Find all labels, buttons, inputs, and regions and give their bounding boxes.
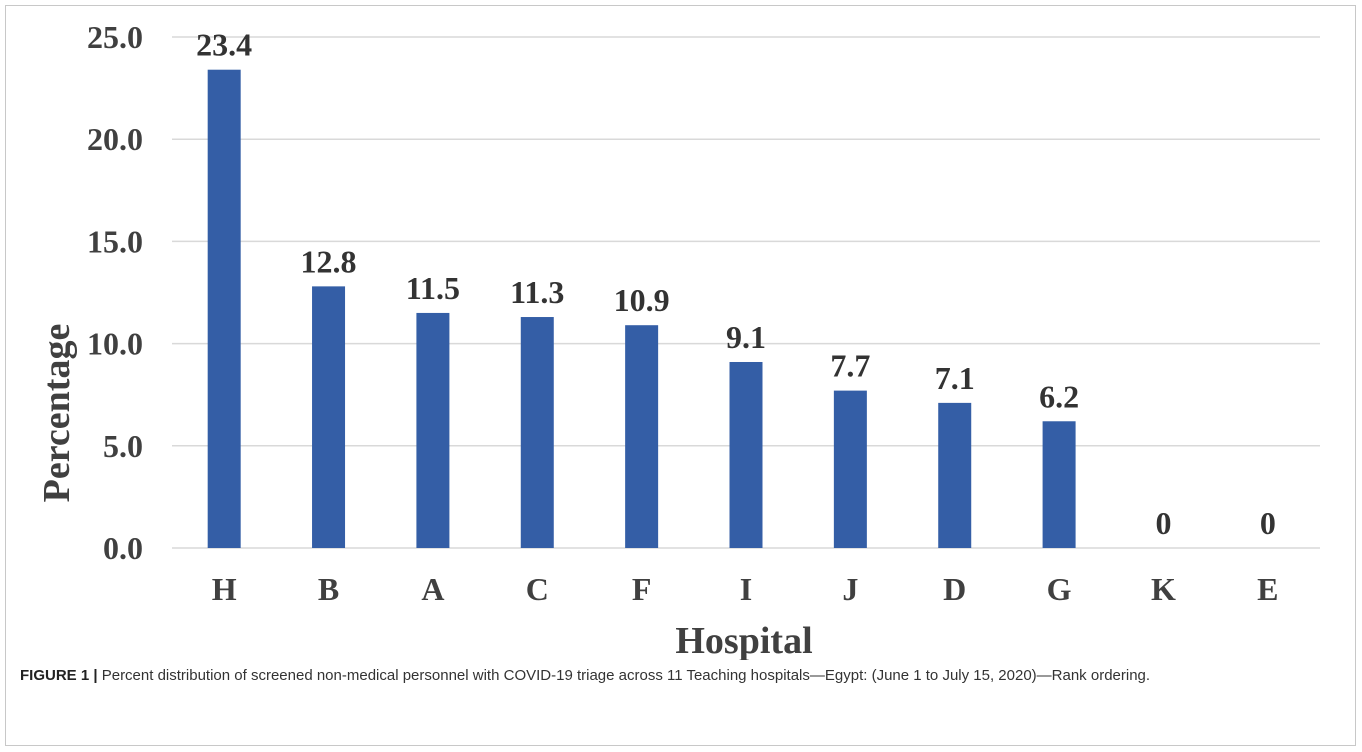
y-tick-label: 25.0	[87, 19, 143, 55]
figure-caption: FIGURE 1 | Percent distribution of scree…	[20, 665, 1340, 686]
bar	[938, 402, 972, 548]
y-tick-label: 15.0	[87, 223, 143, 259]
y-tick-label: 20.0	[87, 121, 143, 157]
y-tick-label: 10.0	[87, 326, 143, 362]
bar	[625, 325, 659, 548]
x-tick-label: J	[842, 571, 858, 607]
x-tick-label: H	[212, 571, 237, 607]
x-tick-label: I	[740, 571, 752, 607]
data-label: 11.3	[510, 274, 564, 310]
bar	[416, 312, 450, 548]
data-label: 9.1	[726, 319, 766, 355]
x-tick-label: E	[1257, 571, 1278, 607]
bar	[833, 390, 867, 548]
bar	[207, 69, 241, 548]
data-label: 0	[1155, 505, 1171, 541]
x-tick-label: G	[1047, 571, 1072, 607]
bar	[312, 286, 346, 548]
data-label: 0	[1260, 505, 1276, 541]
x-tick-label: F	[632, 571, 652, 607]
y-axis-title: Percentage	[36, 324, 78, 503]
data-label: 10.9	[614, 282, 670, 318]
data-label: 12.8	[301, 243, 357, 279]
data-label: 23.4	[196, 27, 252, 63]
data-label: 6.2	[1039, 378, 1079, 414]
y-tick-label: 5.0	[103, 428, 143, 464]
caption-text: Percent distribution of screened non-med…	[101, 667, 1151, 684]
caption-label: FIGURE 1 |	[20, 667, 98, 684]
x-tick-label: K	[1151, 571, 1176, 607]
x-tick-label: A	[421, 571, 444, 607]
figure-frame	[5, 5, 1356, 746]
bar	[1042, 421, 1076, 548]
data-label: 7.7	[830, 348, 870, 384]
x-tick-label: B	[318, 571, 339, 607]
x-tick-label: C	[526, 571, 549, 607]
bar	[729, 361, 763, 548]
x-axis-title: Hospital	[675, 620, 812, 660]
bar-chart: 0.0 5.0 10.0 15.0 20.0 25.0 23.4 H 12.8 B 11.5 A 11.…	[36, 19, 1320, 660]
data-label: 7.1	[935, 360, 975, 396]
x-tick-label: D	[943, 571, 966, 607]
data-label: 11.5	[406, 270, 460, 306]
y-tick-label: 0.0	[103, 530, 143, 566]
bar	[520, 317, 554, 548]
